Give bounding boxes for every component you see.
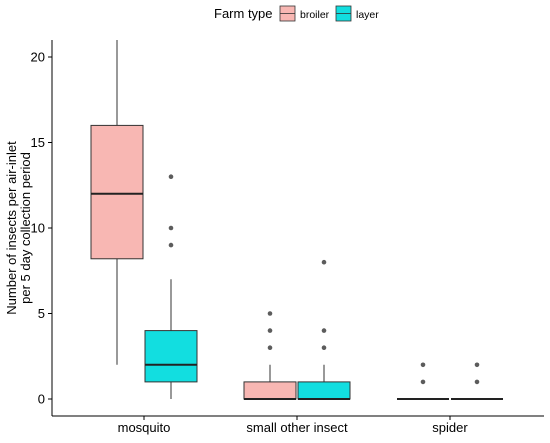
box-body <box>144 330 198 383</box>
y-axis-label: Number of insects per air-inletper 5 day… <box>4 141 33 315</box>
legend-title: Farm type <box>214 6 273 21</box>
outlier-point <box>474 379 480 385</box>
legend-label-broiler: broiler <box>300 9 330 21</box>
outlier-point <box>321 259 327 265</box>
x-tick-label-small-other-insect: small other insect <box>246 420 348 435</box>
y-tick-label-20: 20 <box>31 50 45 65</box>
outlier-point <box>168 225 174 231</box>
x-axis: mosquito small other insect spider <box>52 415 544 435</box>
legend-label-layer: layer <box>356 9 379 21</box>
outlier-point <box>267 345 273 351</box>
legend: Farm type broiler layer <box>214 5 379 22</box>
y-tick-label-15: 15 <box>31 135 45 150</box>
y-tick-label-0: 0 <box>38 392 45 407</box>
outlier-point <box>321 328 327 333</box>
box-body <box>243 381 297 400</box>
y-axis: 0 5 10 15 20 Number of insects per air-inletp… <box>4 40 53 416</box>
outlier-point <box>168 242 174 248</box>
y-axis-label-line-2: per 5 day collection period <box>18 152 33 304</box>
outlier-point <box>267 328 273 333</box>
plot-area <box>90 40 503 400</box>
x-tick-label-mosquito: mosquito <box>118 420 171 435</box>
box-body <box>90 124 144 260</box>
y-tick-label-5: 5 <box>38 306 45 321</box>
outlier-point <box>168 174 174 179</box>
box-layer-small-other-insect <box>297 259 351 400</box>
box-layer-mosquito <box>144 174 198 399</box>
box-broiler-mosquito <box>90 40 144 365</box>
box-broiler-small-other-insect <box>243 311 297 400</box>
outlier-point <box>474 362 480 368</box>
outlier-point <box>267 311 273 316</box>
y-tick-label-10: 10 <box>31 221 45 236</box>
outlier-point <box>420 362 426 368</box>
box-layer-spider <box>451 362 503 400</box>
y-axis-label-line-1: Number of insects per air-inlet <box>4 141 19 315</box>
box-body <box>297 381 351 400</box>
outlier-point <box>321 345 327 351</box>
box-broiler-spider <box>397 362 449 400</box>
x-tick-label-spider: spider <box>432 420 468 435</box>
outlier-point <box>420 379 426 385</box>
